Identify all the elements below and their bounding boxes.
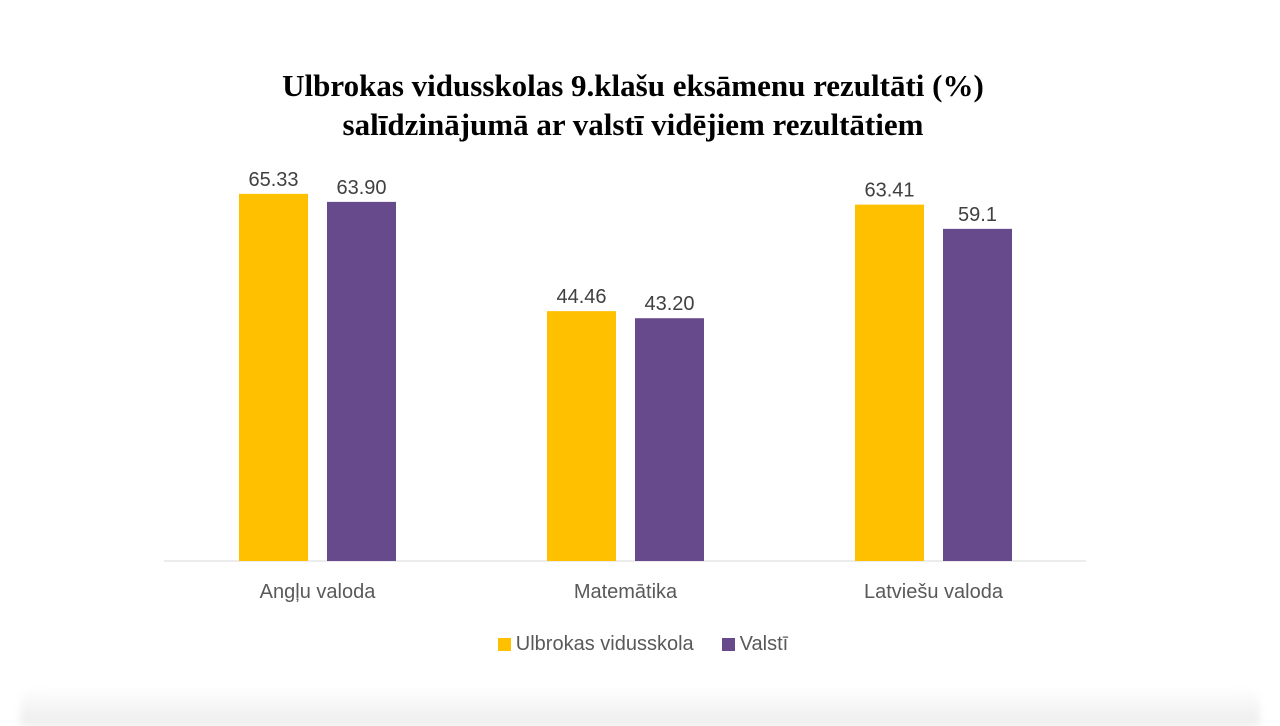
data-label: 43.20 — [644, 293, 694, 315]
legend-item-valsti: Valstī — [721, 633, 789, 656]
data-label: 59.1 — [958, 204, 997, 226]
data-label: 63.90 — [336, 177, 386, 199]
bar-1-1 — [635, 318, 704, 561]
data-label: 44.46 — [556, 286, 606, 308]
data-label: 63.41 — [864, 180, 914, 202]
chart-title: Ulbrokas vidusskolas 9.klašu eksāmenu re… — [0, 66, 1266, 144]
category-label: Angļu valoda — [260, 581, 377, 603]
bar-2-1 — [943, 228, 1012, 561]
data-label: 65.33 — [248, 169, 298, 191]
bar-2-0 — [855, 204, 924, 561]
legend-swatch-ulbrokas — [497, 638, 511, 651]
legend-swatch-valsti — [721, 638, 735, 651]
legend-label-valsti: Valstī — [739, 633, 789, 655]
legend: Ulbrokas vidusskola Valstī — [0, 633, 1280, 656]
bar-0-0 — [239, 193, 308, 561]
category-label: Matemātika — [574, 581, 678, 603]
category-label: Latviešu valoda — [864, 581, 1004, 603]
bar-0-1 — [327, 201, 396, 561]
legend-label-ulbrokas: Ulbrokas vidusskola — [515, 633, 694, 655]
chart-title-line1: Ulbrokas vidusskolas 9.klašu eksāmenu re… — [282, 68, 984, 103]
chart-title-line2: salīdzinājumā ar valstī vidējiem rezultā… — [342, 107, 924, 142]
legend-item-ulbrokas: Ulbrokas vidusskola — [497, 633, 694, 656]
bar-1-0 — [547, 311, 616, 561]
